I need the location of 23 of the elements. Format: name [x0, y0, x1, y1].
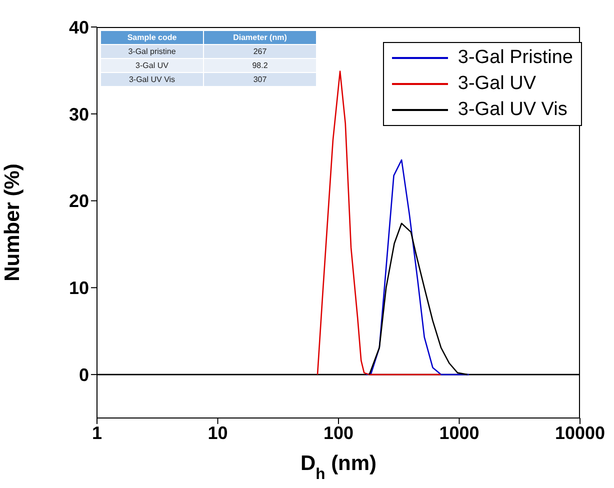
annotation: 3-Gal UV Vis [100, 72, 204, 86]
legend-label: 3-Gal UV [458, 72, 536, 96]
legend-label: 3-Gal Pristine [458, 46, 573, 70]
x-tick-label: 100 [323, 422, 354, 443]
x-tick-label: 1000 [439, 422, 480, 443]
y-tick-label: 40 [68, 17, 89, 38]
y-tick-label: 0 [78, 364, 89, 385]
y-tick-label: 20 [68, 191, 89, 212]
annotation: 98.2 [204, 58, 316, 72]
annotation: Diameter (nm) [204, 30, 316, 44]
legend-label: 3-Gal UV Vis [458, 98, 568, 122]
y-axis-title: Number (%) [0, 164, 24, 282]
annotation: 267 [204, 44, 316, 58]
x-tick-label: 1 [92, 422, 102, 443]
x-tick-label: 10 [208, 422, 228, 443]
annotation: 3-Gal UV [100, 58, 204, 72]
y-tick-label: 30 [68, 104, 89, 124]
x-tick-label: 10000 [554, 422, 606, 443]
annotation: 3-Gal pristine [100, 44, 204, 58]
annotation: Sample code [100, 30, 204, 44]
x-axis-title: D$_{h}$ (nm) [300, 452, 377, 482]
annotation: 307 [204, 72, 316, 86]
y-tick-label: 10 [68, 278, 89, 298]
